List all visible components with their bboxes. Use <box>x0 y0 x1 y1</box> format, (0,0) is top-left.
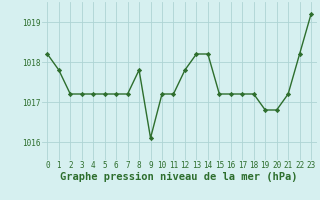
X-axis label: Graphe pression niveau de la mer (hPa): Graphe pression niveau de la mer (hPa) <box>60 172 298 182</box>
